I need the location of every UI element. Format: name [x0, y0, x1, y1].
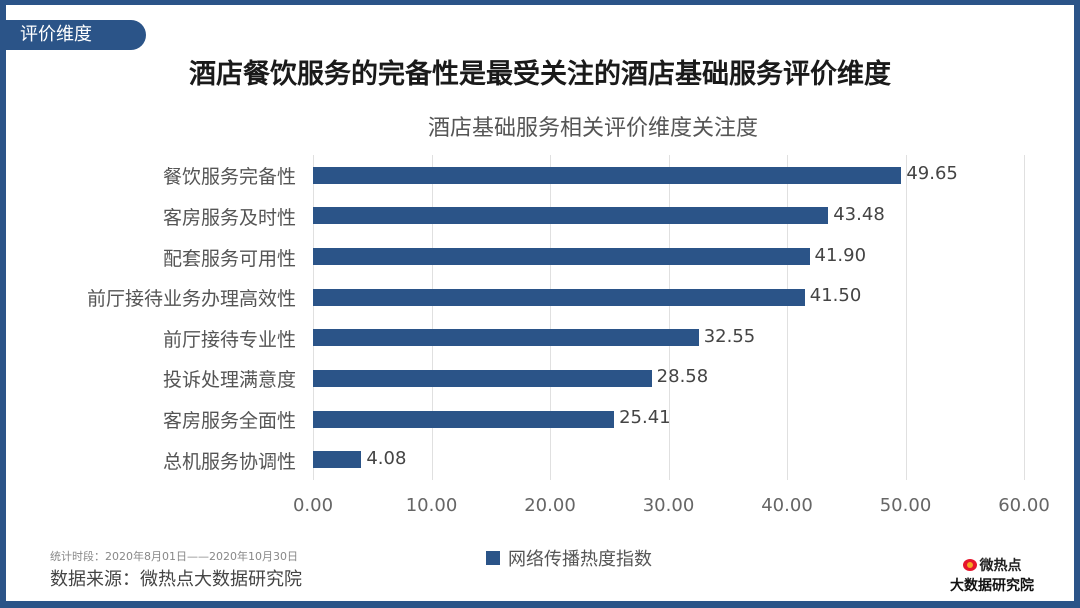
gridline	[550, 155, 551, 480]
value-label: 49.65	[906, 163, 958, 185]
category-label: 前厅接待专业性	[162, 328, 296, 351]
value-label: 25.41	[619, 407, 671, 429]
x-tick-label: 60.00	[998, 495, 1050, 516]
period-text: 统计时段：2020年8月01日——2020年10月30日	[50, 550, 298, 563]
section-tag: 评价维度	[6, 20, 146, 50]
category-label: 客房服务及时性	[162, 206, 296, 229]
bar	[313, 248, 810, 266]
page-title: 酒店餐饮服务的完备性是最受关注的酒店基础服务评价维度	[189, 59, 891, 90]
gridline	[1024, 155, 1025, 480]
x-tick-label: 20.00	[524, 495, 576, 516]
bar	[313, 451, 362, 469]
x-tick-label: 10.00	[405, 495, 458, 516]
logo-text-1: 微热点	[979, 558, 1022, 574]
value-label: 41.90	[814, 244, 867, 266]
gridline	[313, 155, 314, 480]
gridline	[431, 155, 433, 480]
category-label: 投诉处理满意度	[162, 369, 296, 392]
value-label: 28.58	[656, 366, 709, 388]
category-label: 配套服务可用性	[162, 247, 296, 270]
x-tick-label: 40.00	[761, 495, 813, 516]
chart-legend: 网络传播热度指数	[486, 545, 652, 571]
category-label: 客房服务全面性	[162, 410, 296, 433]
bar	[313, 288, 805, 306]
category-label: 餐饮服务完备性	[162, 166, 296, 189]
value-label: 43.48	[833, 203, 885, 225]
bar	[313, 369, 652, 387]
legend-swatch-icon	[486, 551, 500, 565]
category-label: 总机服务协调性	[162, 450, 296, 473]
brand-logo: 微热点 大数据研究院	[950, 555, 1034, 595]
bar	[313, 329, 699, 347]
value-label: 41.50	[809, 285, 862, 307]
source-text: 数据来源：微热点大数据研究院	[50, 569, 302, 590]
gridline	[668, 155, 670, 480]
gridline	[905, 155, 907, 480]
value-label: 32.55	[703, 325, 756, 347]
weibo-eye-icon	[962, 559, 977, 571]
chart-title: 酒店基础服务相关评价维度关注度	[427, 116, 758, 141]
gridline	[787, 155, 788, 480]
logo-text-2: 大数据研究院	[950, 578, 1034, 594]
x-tick-label: 50.00	[879, 495, 932, 516]
value-label: 4.08	[366, 447, 407, 469]
category-label: 前厅接待业务办理高效性	[86, 288, 296, 311]
x-tick-label: 30.00	[642, 495, 695, 516]
bar	[313, 166, 902, 184]
bar	[313, 207, 829, 225]
legend-label: 网络传播热度指数	[508, 549, 652, 570]
x-tick-label: 0.00	[292, 495, 334, 516]
plot-area	[313, 155, 1025, 480]
bar	[313, 410, 615, 428]
